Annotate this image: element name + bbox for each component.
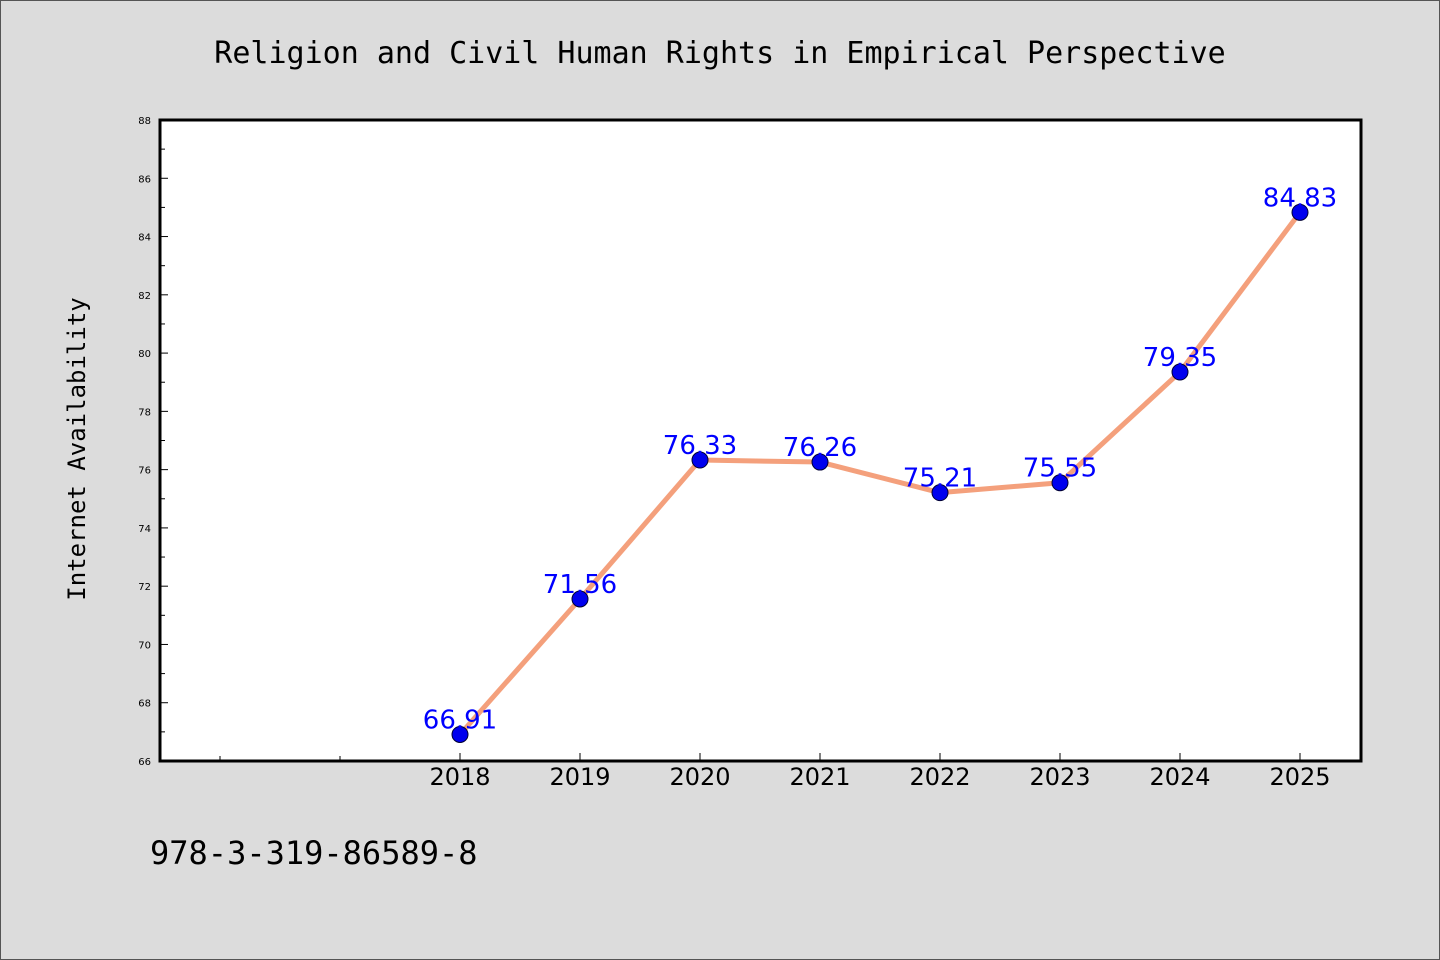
x-tick-label: 2025 [1269,763,1330,791]
y-tick-label: 78 [138,407,151,418]
x-tick-label: 2021 [789,763,850,791]
data-label: 84.83 [1263,183,1337,213]
data-label: 71.56 [543,570,617,600]
x-tick-label: 2020 [669,763,730,791]
data-label: 75.55 [1023,454,1097,484]
y-tick-label: 68 [138,699,151,710]
data-label: 76.26 [783,433,857,463]
y-tick-label: 88 [138,116,151,127]
x-tick-label: 2018 [429,763,490,791]
data-point [691,451,709,469]
chart-title: Religion and Civil Human Rights in Empir… [214,36,1225,71]
data-label: 76.33 [663,431,737,461]
x-tick-label: 2023 [1029,763,1090,791]
x-tick-label: 2024 [1149,763,1210,791]
y-tick-label: 84 [138,233,151,244]
data-point [1291,203,1309,221]
series-layer [451,203,1309,743]
axes: 66 68 70 72 74 76 78 80 82 84 86 88 2018 2019 2020 2021… [138,116,1330,791]
data-point [1171,363,1189,381]
isbn-text: 978-3-319-86589-8 [150,834,478,872]
data-point [1051,474,1069,492]
plot-area [158,118,1363,763]
data-label: 66.91 [423,705,497,735]
data-point [931,484,949,502]
x-tick-label: 2019 [549,763,610,791]
y-tick-label: 86 [138,174,151,185]
y-axis-label: Internet Availability [63,297,91,600]
x-tick-label: 2022 [909,763,970,791]
series-line [457,209,1303,737]
y-tick-label: 76 [138,466,151,477]
y-tick-label: 74 [138,524,151,535]
data-point [451,725,469,743]
y-tick-label: 80 [138,349,151,360]
data-point [811,453,829,471]
y-tick-label: 82 [138,291,151,302]
y-tick-label: 70 [138,640,151,651]
data-labels: 66.91 71.56 76.33 76.26 75.21 75.55 79.35 84.83 [423,183,1337,735]
data-label: 75.21 [903,464,977,494]
y-tick-label: 66 [138,757,151,768]
y-tick-label: 72 [138,582,151,593]
data-label: 79.35 [1143,343,1217,373]
data-point [571,590,589,608]
